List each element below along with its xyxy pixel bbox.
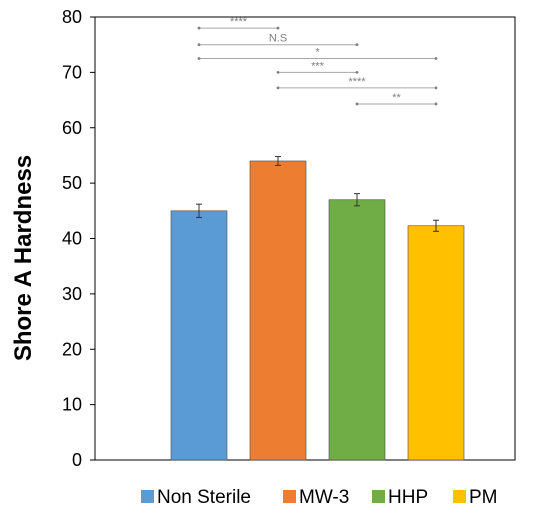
significance-end-right bbox=[355, 70, 359, 74]
legend-label: HHP bbox=[388, 487, 428, 508]
legend-label: PM bbox=[469, 487, 498, 508]
legend: Non Sterile MW-3 HHP PM bbox=[141, 487, 498, 508]
y-tick-label: 0 bbox=[72, 450, 82, 470]
bar-mw-3 bbox=[249, 160, 307, 461]
y-tick-label: 60 bbox=[62, 118, 82, 138]
y-tick-label: 70 bbox=[62, 62, 82, 82]
significance-end-left bbox=[276, 70, 280, 74]
significance-label: N.S bbox=[269, 33, 287, 45]
significance-end-left bbox=[197, 57, 201, 60]
y-axis-label: Shore A Hardness bbox=[10, 155, 37, 361]
legend-swatch bbox=[141, 490, 154, 503]
significance-end-left bbox=[197, 26, 201, 30]
significance-end-right bbox=[434, 86, 438, 90]
significance-end-left bbox=[276, 86, 280, 90]
legend-item: Non Sterile bbox=[141, 487, 251, 508]
significance-label: ** bbox=[392, 92, 401, 104]
legend-label: MW-3 bbox=[299, 487, 349, 508]
significance-end-right bbox=[276, 26, 280, 30]
bar-non-sterile bbox=[170, 210, 228, 461]
legend-item: HHP bbox=[372, 487, 428, 508]
significance-label: **** bbox=[348, 76, 366, 88]
legend-swatch bbox=[283, 490, 296, 503]
bars bbox=[170, 156, 465, 461]
y-tick-label: 20 bbox=[62, 339, 82, 359]
legend-swatch bbox=[372, 490, 385, 503]
y-tick-label: 50 bbox=[62, 173, 82, 193]
y-tick-label: 40 bbox=[62, 229, 82, 249]
bar-hhp bbox=[328, 199, 386, 461]
y-tick-label: 30 bbox=[62, 284, 82, 304]
significance-end-right bbox=[355, 43, 359, 47]
significance-end-right bbox=[434, 57, 438, 60]
significance-end-left bbox=[355, 102, 359, 106]
y-tick-label: 10 bbox=[62, 395, 82, 415]
significance-brackets: ****N.S********** bbox=[197, 16, 438, 106]
y-tick-label: 80 bbox=[62, 7, 82, 27]
legend-item: MW-3 bbox=[283, 487, 349, 508]
significance-end-right bbox=[434, 102, 438, 106]
bar-pm bbox=[407, 225, 465, 461]
legend-swatch bbox=[453, 490, 466, 503]
legend-label: Non Sterile bbox=[157, 487, 251, 508]
significance-label: **** bbox=[230, 16, 248, 28]
legend-item: PM bbox=[453, 487, 498, 508]
significance-end-left bbox=[197, 43, 201, 47]
significance-label: * bbox=[315, 47, 320, 59]
significance-label: *** bbox=[311, 60, 325, 72]
